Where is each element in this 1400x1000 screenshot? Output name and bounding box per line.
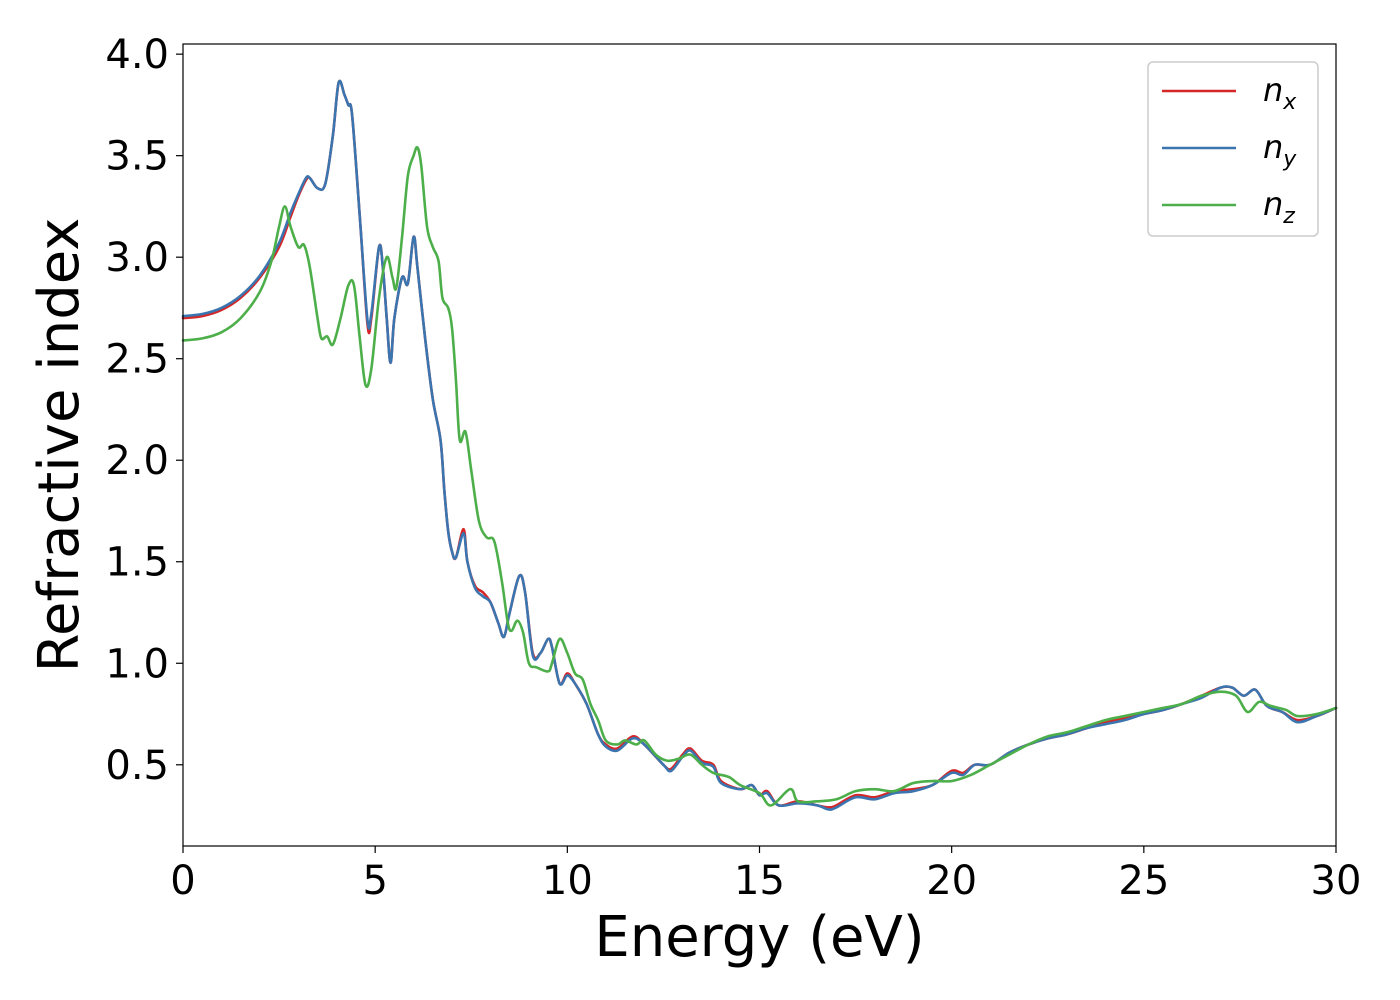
y-tick-label: 2.0	[105, 438, 169, 484]
legend-subscript: z	[1282, 204, 1295, 229]
y-tick-label: 0.5	[105, 743, 169, 789]
x-tick-label: 20	[926, 858, 977, 904]
series-layer	[181, 79, 1338, 811]
x-tick-label: 15	[734, 858, 785, 904]
y-tick-label: 2.5	[105, 337, 169, 383]
series-line-nz	[181, 145, 1338, 807]
x-tick-label: 0	[170, 858, 195, 904]
y-tick-label: 4.0	[105, 32, 169, 78]
y-tick-label: 3.5	[105, 134, 169, 180]
x-tick-label: 5	[362, 858, 387, 904]
x-tick-label: 30	[1311, 858, 1362, 904]
y-tick-label: 1.0	[105, 641, 169, 687]
legend-subscript: y	[1282, 147, 1297, 172]
series-line-ny	[181, 79, 1338, 811]
y-axis: 0.5 1.0 1.5 2.0 2.5 3.0 3.5 4.0	[105, 32, 183, 789]
x-axis: 0 5 10 15 20 25 30	[170, 846, 1361, 904]
x-axis-title: Energy (eV)	[594, 905, 924, 970]
y-tick-label: 3.0	[105, 235, 169, 281]
legend-subscript: x	[1282, 90, 1297, 115]
legend-label-ny: ny	[1263, 128, 1297, 172]
x-tick-label: 25	[1118, 858, 1169, 904]
y-axis-title: Refractive index	[27, 218, 92, 673]
x-tick-label: 10	[542, 858, 593, 904]
y-tick-label: 1.5	[105, 540, 169, 586]
